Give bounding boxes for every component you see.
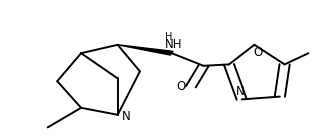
- Text: N: N: [122, 110, 131, 123]
- Text: O: O: [253, 46, 262, 59]
- Text: H: H: [165, 32, 172, 42]
- Text: O: O: [176, 80, 185, 93]
- Text: N: N: [236, 85, 245, 98]
- Polygon shape: [118, 45, 173, 55]
- Text: NH: NH: [164, 38, 182, 51]
